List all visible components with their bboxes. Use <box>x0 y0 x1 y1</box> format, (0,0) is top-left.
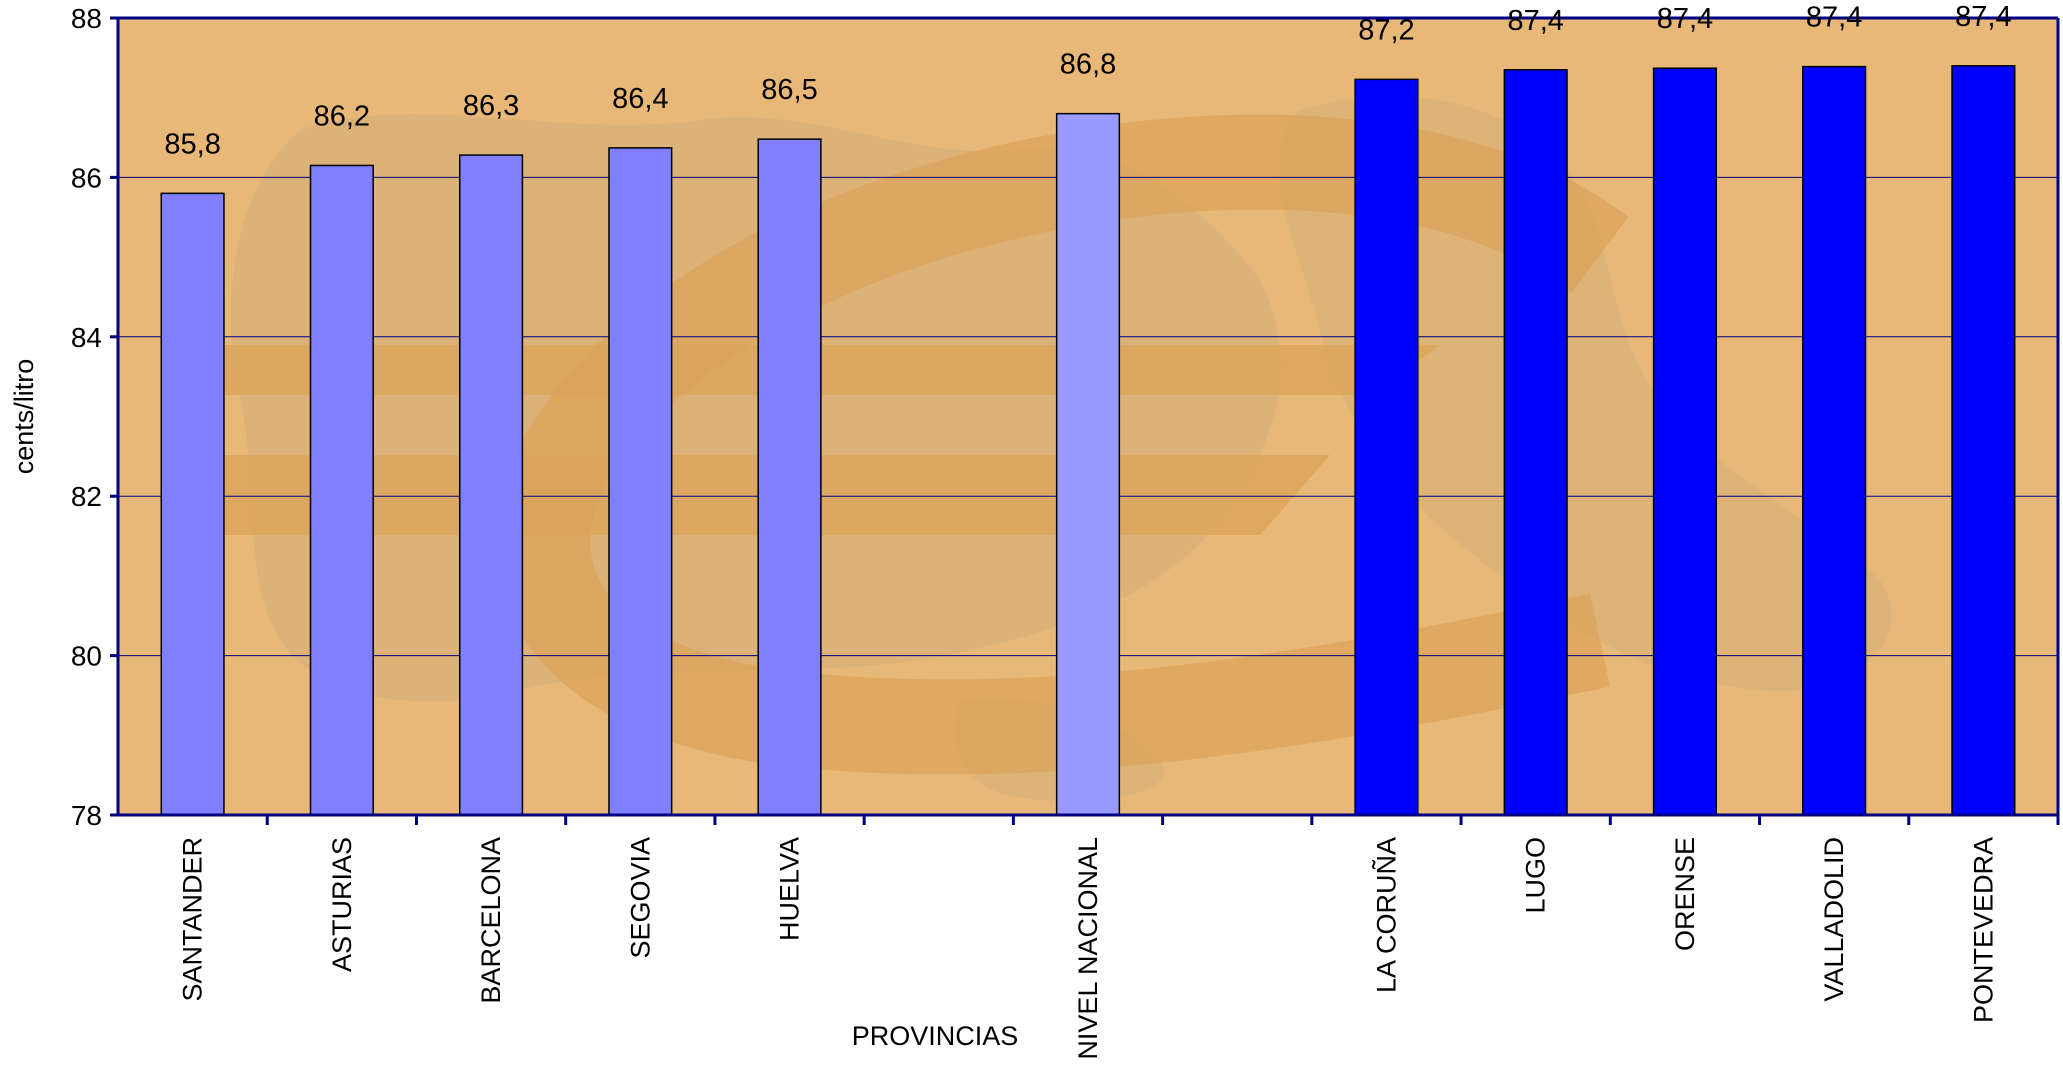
data-label: 85,8 <box>164 128 220 160</box>
data-label: 87,2 <box>1358 14 1414 46</box>
data-label: 87,4 <box>1507 5 1563 37</box>
data-label: 86,3 <box>463 90 519 122</box>
category-label: LA CORUÑA <box>1370 837 1401 993</box>
category-label: SEGOVIA <box>625 837 655 959</box>
data-label: 86,8 <box>1060 49 1116 81</box>
bar <box>608 147 673 816</box>
y-axis-title: cents/litro <box>9 359 39 475</box>
y-tick-label: 80 <box>71 641 102 672</box>
data-label: 86,5 <box>761 74 817 106</box>
data-label: 86,4 <box>612 83 668 115</box>
euro-bar <box>225 345 1440 395</box>
bar <box>1354 78 1419 816</box>
category-label: BARCELONA <box>476 837 506 1004</box>
bar <box>160 192 225 816</box>
category-label: NIVEL NACIONAL <box>1073 837 1103 1060</box>
category-label: VALLADOLID <box>1819 837 1849 1002</box>
category-label: HUELVA <box>775 837 805 941</box>
category-label: ORENSE <box>1670 837 1700 951</box>
category-label: PONTEVEDRA <box>1968 837 1998 1023</box>
y-tick-label: 84 <box>71 322 102 353</box>
data-label: 87,4 <box>1955 1 2011 33</box>
y-tick-label: 78 <box>71 800 102 831</box>
bar <box>757 138 822 816</box>
bar <box>1055 112 1121 816</box>
category-label: ASTURIAS <box>327 837 357 972</box>
bar <box>1802 65 1867 816</box>
bar <box>458 154 524 816</box>
bar <box>309 164 374 816</box>
bars <box>160 65 2016 816</box>
labels: 78 80 82 84 86 88 85,8 SANTANDER 86,2 ASTURIAS 86,… <box>9 1 2012 1060</box>
map-shape <box>1278 96 1892 692</box>
x-axis-title: PROVINCIAS <box>852 1021 1019 1051</box>
category-label: LUGO <box>1521 837 1551 914</box>
y-tick-label: 82 <box>71 481 102 512</box>
data-label: 87,4 <box>1806 2 1862 34</box>
bar <box>1951 65 2016 816</box>
y-tick-label: 86 <box>71 162 102 193</box>
y-tick-label: 88 <box>71 3 102 34</box>
data-label: 86,2 <box>314 100 370 132</box>
bar <box>1503 69 1568 816</box>
category-label: SANTANDER <box>178 837 208 1002</box>
axes <box>110 16 2060 825</box>
data-label: 87,4 <box>1657 3 1713 35</box>
bar <box>1652 67 1718 816</box>
